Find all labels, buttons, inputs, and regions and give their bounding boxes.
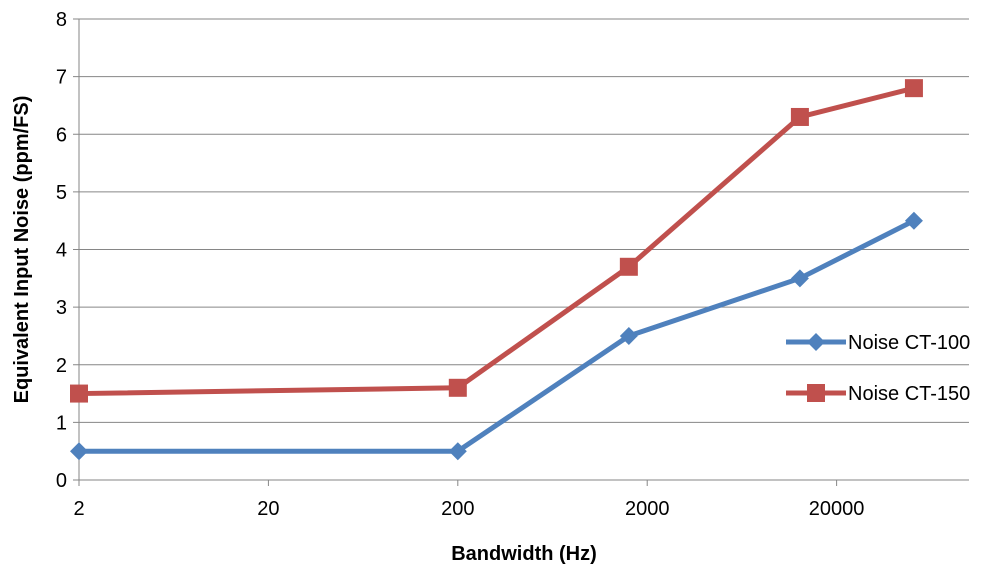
data-series: [70, 79, 923, 461]
legend-item: Noise CT-100: [786, 332, 970, 354]
data-point: [70, 384, 88, 403]
x-axis-ticks: 2 20 200 2000 20000: [73, 480, 864, 520]
series-1: [70, 211, 923, 461]
data-point: [448, 442, 467, 461]
x-tick-label: 2000: [625, 498, 670, 520]
data-point: [790, 107, 809, 126]
legend-item: Noise CT-150: [786, 383, 970, 405]
legend-label: Noise CT-100: [848, 332, 970, 354]
y-axis-title: Equivalent Input Noise (ppm/FS): [11, 96, 33, 404]
x-tick-label: 2: [73, 498, 84, 520]
y-tick-label: 7: [56, 67, 67, 89]
data-point: [790, 269, 809, 288]
legend-label: Noise CT-150: [848, 383, 970, 405]
data-point: [904, 211, 923, 230]
y-tick-label: 1: [56, 412, 67, 434]
data-point: [448, 378, 467, 397]
legend: Noise CT-100 Noise CT-150: [786, 332, 970, 405]
y-tick-label: 0: [56, 470, 67, 492]
series-line: [79, 218, 916, 454]
data-point: [619, 257, 638, 276]
x-tick-label: 200: [441, 498, 474, 520]
legend-swatch-marker: [807, 333, 825, 351]
y-tick-label: 5: [56, 182, 67, 204]
x-tick-label: 20: [257, 498, 279, 520]
gridlines: [79, 18, 969, 423]
x-tick-label: 20000: [809, 498, 865, 520]
y-tick-label: 2: [56, 355, 67, 377]
series-2: [70, 79, 923, 403]
data-point: [619, 326, 638, 345]
data-point: [70, 442, 88, 461]
y-tick-label: 8: [56, 9, 67, 31]
data-point: [904, 79, 923, 98]
y-axis-ticks: 0 1 2 3 4 5 6 7 8: [56, 9, 79, 492]
legend-swatch-marker: [807, 384, 825, 402]
x-axis-title: Bandwidth (Hz): [451, 543, 597, 565]
y-tick-label: 4: [56, 240, 67, 262]
y-tick-label: 6: [56, 124, 67, 146]
y-tick-label: 3: [56, 297, 67, 319]
